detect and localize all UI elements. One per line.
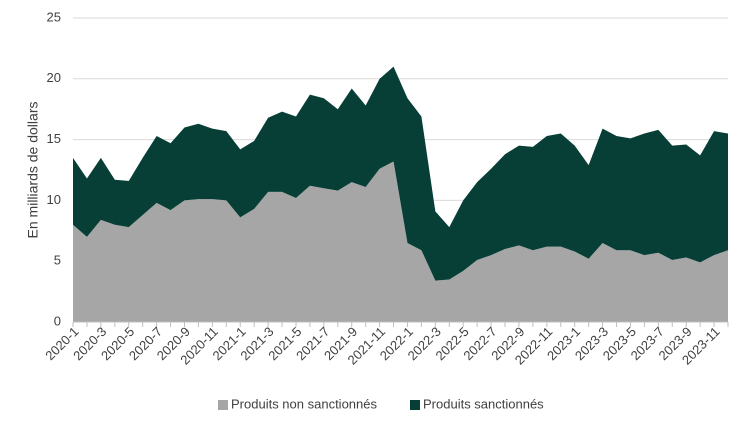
area-series-2 <box>73 66 728 281</box>
y-tick-label: 10 <box>47 192 61 207</box>
y-axis-title: En milliards de dollars <box>25 102 41 239</box>
legend-label-1: Produits non sanctionnés <box>231 396 377 411</box>
legend-swatch-1 <box>218 400 228 410</box>
y-tick-label: 5 <box>54 253 61 268</box>
legend-label-2: Produits sanctionnés <box>423 396 544 411</box>
legend-swatch-2 <box>410 400 420 410</box>
y-tick-label: 0 <box>54 313 61 328</box>
area-series-1 <box>73 161 728 322</box>
x-axis: 2020-12020-32020-52020-72020-92020-11202… <box>42 321 729 368</box>
y-tick-label: 25 <box>47 9 61 24</box>
legend: Produits non sanctionnés Produits sanctio… <box>218 396 544 411</box>
y-axis: 0 5 10 15 20 25 <box>47 9 61 328</box>
y-tick-label: 15 <box>47 131 61 146</box>
y-tick-label: 20 <box>47 70 61 85</box>
area-series <box>73 66 728 322</box>
